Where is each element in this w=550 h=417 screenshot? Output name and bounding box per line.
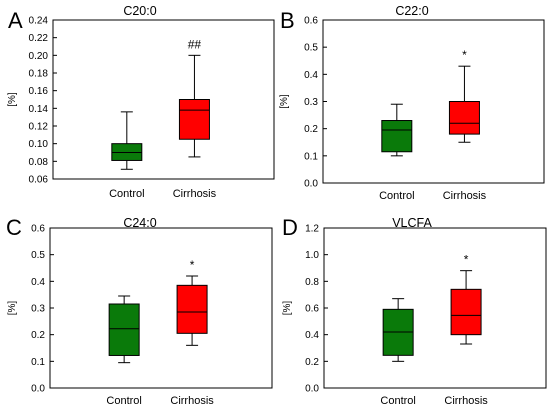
panel-a: A C20:0 [%] 0.06 0.08 0.10 0.12 0.14 0.16 0.18 0.2… bbox=[7, 4, 275, 200]
y-tick-label: 0.0 bbox=[305, 384, 319, 395]
x-category-label: Cirrhosis bbox=[173, 188, 217, 200]
box-iqr bbox=[450, 288, 482, 336]
box-cirrhosis bbox=[178, 54, 210, 158]
x-category-label: Control bbox=[380, 395, 415, 407]
box-control bbox=[108, 295, 140, 364]
x-category-label: Control bbox=[106, 395, 141, 407]
y-tick-label: 0.24 bbox=[29, 16, 49, 27]
significance-marker: ## bbox=[188, 37, 202, 51]
y-tick-label: 0.10 bbox=[29, 139, 49, 150]
y-tick-label: 0.6 bbox=[305, 304, 319, 315]
plot-frame bbox=[322, 19, 545, 184]
x-category-label: Cirrhosis bbox=[170, 395, 214, 407]
panel-d: D VLCFA [%] 0.0 0.2 0.4 0.6 0.8 1.0 1.2 * Control Ci… bbox=[282, 215, 547, 407]
y-axis-label: [%] bbox=[7, 92, 18, 107]
y-tick-label: 0.1 bbox=[31, 357, 45, 368]
box-iqr bbox=[108, 303, 140, 356]
y-tick-label: 0.6 bbox=[304, 16, 318, 27]
y-tick-label: 1.2 bbox=[305, 224, 319, 235]
y-tick-label: 0.14 bbox=[29, 104, 49, 115]
y-tick-label: 0.3 bbox=[304, 97, 318, 108]
plot-frame bbox=[52, 19, 275, 180]
y-tick-label: 0.4 bbox=[304, 70, 318, 81]
y-tick-label: 0.8 bbox=[305, 277, 319, 288]
panel-letter: A bbox=[8, 8, 23, 33]
box-cirrhosis bbox=[450, 270, 482, 345]
significance-marker: * bbox=[190, 258, 195, 272]
y-tick-label: 0.2 bbox=[304, 124, 318, 135]
y-tick-label: 0.2 bbox=[305, 357, 319, 368]
y-axis-label: [%] bbox=[7, 301, 18, 316]
y-tick-label: 0.22 bbox=[29, 33, 49, 44]
panel-title: C20:0 bbox=[123, 4, 156, 18]
box-cirrhosis bbox=[176, 275, 208, 346]
y-axis-label: [%] bbox=[279, 94, 290, 109]
x-category-label: Cirrhosis bbox=[443, 190, 487, 202]
y-tick-label: 0.6 bbox=[31, 224, 45, 235]
panel-b: B C22:0 [%] 0.0 0.1 0.2 0.3 0.4 0.5 0.6 * Control Ci… bbox=[279, 4, 545, 202]
significance-marker: * bbox=[462, 48, 467, 62]
y-tick-label: 0.12 bbox=[29, 122, 49, 133]
y-tick-label: 0.5 bbox=[304, 43, 318, 54]
x-category-label: Control bbox=[379, 190, 414, 202]
y-tick-label: 0.08 bbox=[29, 157, 49, 168]
x-category-label: Cirrhosis bbox=[444, 395, 488, 407]
panel-title: VLCFA bbox=[392, 216, 432, 230]
plot-frame bbox=[323, 227, 547, 389]
box-control bbox=[382, 298, 414, 362]
y-axis-label: [%] bbox=[282, 301, 293, 316]
panel-letter: B bbox=[280, 8, 295, 33]
panel-title: C24:0 bbox=[123, 216, 156, 230]
panel-c: C C24:0 [%] 0.0 0.1 0.2 0.3 0.4 0.5 0.6 * Control Ci… bbox=[6, 215, 273, 407]
significance-marker: * bbox=[464, 253, 469, 267]
y-tick-label: 0.16 bbox=[29, 86, 49, 97]
panel-title: C22:0 bbox=[395, 4, 428, 18]
y-tick-label: 0.18 bbox=[29, 69, 49, 80]
box-iqr bbox=[448, 101, 480, 135]
y-tick-label: 0.06 bbox=[29, 175, 49, 186]
y-tick-label: 0.0 bbox=[304, 179, 318, 190]
box-control bbox=[381, 103, 413, 157]
box-iqr bbox=[176, 284, 208, 334]
x-category-label: Control bbox=[109, 188, 144, 200]
y-tick-label: 0.3 bbox=[31, 304, 45, 315]
plot-frame bbox=[49, 227, 273, 389]
y-tick-label: 0.4 bbox=[305, 330, 319, 341]
box-control bbox=[111, 111, 143, 170]
box-cirrhosis bbox=[448, 65, 480, 143]
panel-letter: C bbox=[6, 215, 22, 240]
y-tick-label: 0.1 bbox=[304, 151, 318, 162]
y-tick-label: 0.0 bbox=[31, 384, 45, 395]
box-iqr bbox=[381, 120, 413, 153]
y-tick-label: 0.2 bbox=[31, 330, 45, 341]
box-iqr bbox=[178, 99, 210, 140]
y-tick-label: 1.0 bbox=[305, 250, 319, 261]
y-tick-label: 0.4 bbox=[31, 277, 45, 288]
y-tick-label: 0.5 bbox=[31, 250, 45, 261]
panel-letter: D bbox=[282, 215, 298, 240]
y-tick-label: 0.20 bbox=[29, 51, 49, 62]
